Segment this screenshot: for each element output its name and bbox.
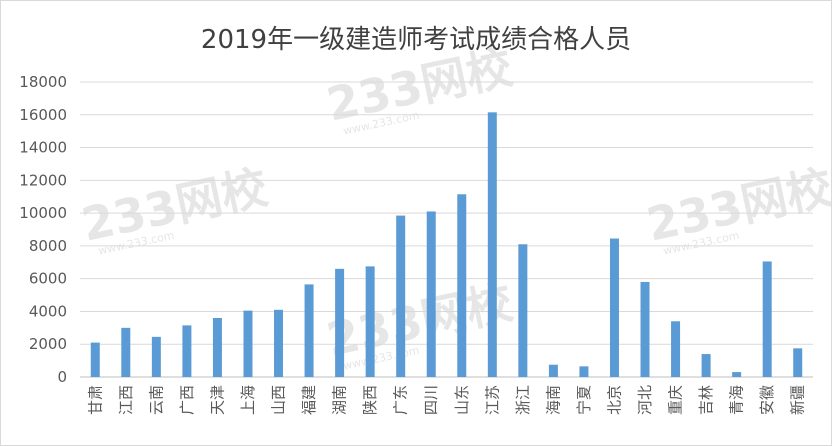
category-label: 山东	[453, 385, 471, 415]
category-label: 陕西	[361, 385, 379, 415]
bar-19	[671, 321, 681, 377]
bar-22	[762, 261, 772, 377]
category-label: 江苏	[483, 385, 501, 415]
bar-2	[151, 336, 161, 377]
y-tick-label: 10000	[19, 204, 67, 222]
bar-12	[457, 194, 467, 377]
y-tick-label: 6000	[29, 270, 67, 288]
bar-15	[548, 364, 558, 377]
category-label: 青海	[728, 385, 746, 415]
y-tick-label: 16000	[19, 106, 67, 124]
category-label: 甘肃	[86, 385, 104, 415]
chart-title: 2019年一级建造师考试成绩合格人员	[200, 25, 632, 55]
bar-11	[426, 211, 436, 377]
bar-13	[487, 112, 497, 377]
bar-1	[121, 327, 131, 377]
bar-16	[579, 366, 589, 377]
bar-6	[274, 309, 284, 377]
y-tick-label: 2000	[29, 335, 67, 353]
bar-5	[243, 310, 253, 377]
category-label: 浙江	[514, 385, 532, 415]
category-label: 四川	[422, 385, 440, 415]
category-label: 上海	[239, 385, 257, 415]
bar-17	[609, 238, 619, 377]
category-label: 新疆	[789, 385, 807, 415]
category-label: 宁夏	[575, 385, 593, 415]
category-label: 重庆	[667, 385, 685, 415]
category-label: 江西	[117, 385, 135, 415]
category-label: 北京	[605, 385, 623, 415]
category-label: 广西	[178, 385, 196, 415]
category-label: 广东	[392, 385, 410, 415]
category-label: 湖南	[331, 385, 349, 415]
y-tick-label: 12000	[19, 171, 67, 189]
y-tick-label: 4000	[29, 302, 67, 320]
y-tick-label: 0	[57, 368, 67, 386]
bar-3	[182, 325, 192, 377]
category-label: 云南	[147, 385, 165, 415]
bar-21	[732, 372, 742, 377]
bar-20	[701, 354, 711, 377]
y-tick-label: 18000	[19, 73, 67, 91]
category-label: 福建	[300, 385, 318, 415]
bar-0	[90, 342, 100, 377]
bar-18	[640, 281, 650, 377]
category-label: 山西	[270, 385, 288, 415]
y-tick-label: 14000	[19, 139, 67, 157]
bar-7	[304, 284, 314, 377]
category-label: 安徽	[758, 385, 776, 415]
bar-4	[212, 318, 222, 377]
category-label: 海南	[544, 385, 562, 415]
category-label: 吉林	[697, 385, 715, 415]
bar-23	[793, 348, 803, 377]
bar-9	[365, 266, 375, 377]
bar-14	[518, 244, 528, 377]
bar-10	[396, 215, 406, 377]
category-label: 天津	[208, 385, 226, 415]
y-tick-label: 8000	[29, 237, 67, 255]
category-label: 河北	[636, 385, 654, 415]
bar-8	[335, 268, 345, 377]
